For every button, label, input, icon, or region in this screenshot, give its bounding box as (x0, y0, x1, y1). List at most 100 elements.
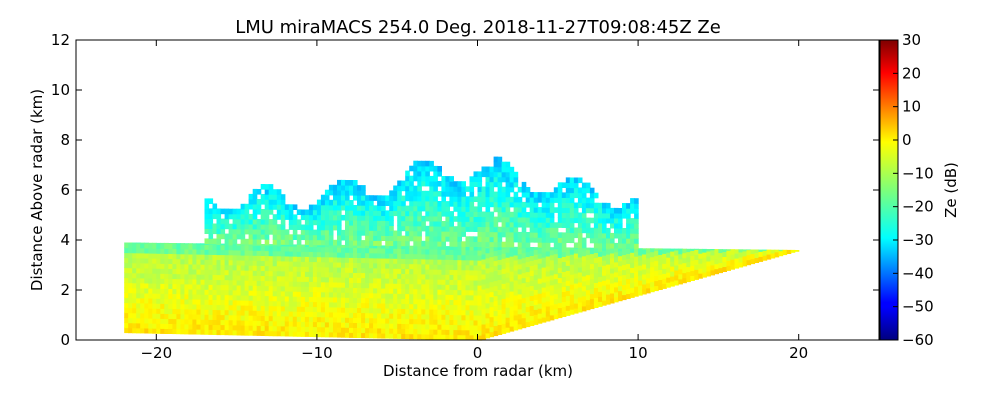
echo-cell (252, 295, 258, 301)
echo-cell (497, 226, 503, 233)
echo-cell (220, 208, 226, 215)
echo-cell (389, 278, 394, 284)
echo-cell (188, 263, 193, 270)
echo-cell (405, 220, 410, 227)
echo-cell (614, 247, 619, 253)
echo-cell (485, 282, 491, 289)
echo-cell (425, 165, 430, 172)
echo-cell (345, 292, 350, 298)
echo-cell (144, 287, 149, 294)
echo-cell (485, 322, 491, 329)
echo-cell (521, 322, 527, 329)
echo-cell (465, 269, 471, 276)
echo-cell (521, 282, 527, 289)
echo-cell (537, 192, 543, 198)
echo-cell (413, 318, 418, 325)
echo-cell (232, 309, 238, 316)
echo-cell (489, 331, 495, 338)
echo-cell (172, 318, 177, 325)
echo-cell (602, 265, 607, 271)
echo-cell (441, 231, 446, 237)
echo-cell (505, 216, 511, 223)
echo-cell (304, 214, 310, 221)
echo-cell (288, 214, 294, 220)
echo-cell (328, 306, 334, 313)
echo-cell (296, 246, 302, 252)
echo-cell (240, 305, 246, 311)
echo-cell (441, 284, 446, 290)
echo-cell (417, 283, 422, 290)
echo-cell (630, 228, 635, 234)
echo-cell (312, 321, 318, 328)
echo-cell (320, 276, 326, 283)
echo-cell (365, 307, 370, 314)
echo-cell (409, 273, 414, 280)
echo-cell (537, 253, 543, 259)
echo-cell (164, 273, 169, 279)
echo-cell (216, 254, 222, 261)
echo-cell (421, 258, 426, 265)
echo-cell (264, 260, 270, 267)
echo-cell (517, 258, 523, 265)
echo-cell (642, 258, 647, 265)
echo-cell (373, 302, 378, 309)
echo-cell (168, 318, 173, 324)
echo-cell (413, 225, 418, 232)
echo-cell (369, 205, 374, 211)
echo-cell (128, 307, 133, 314)
echo-cell (509, 216, 515, 223)
echo-cell (369, 262, 374, 269)
echo-cell (433, 334, 438, 340)
echo-cell (469, 304, 475, 311)
echo-cell (513, 319, 519, 326)
echo-cell (549, 294, 555, 301)
echo-cell (349, 267, 354, 273)
echo-cell (393, 248, 398, 254)
echo-cell (328, 184, 334, 191)
echo-cell (401, 313, 406, 319)
echo-cell (389, 205, 394, 211)
echo-cell (634, 203, 639, 209)
echo-cell (417, 273, 422, 280)
echo-cell (497, 216, 503, 223)
echo-cell (180, 273, 185, 280)
echo-cell (276, 265, 282, 272)
echo-cell (501, 268, 507, 274)
echo-cell (417, 230, 422, 237)
echo-cell (413, 308, 418, 315)
echo-cell (156, 313, 161, 319)
echo-cell (224, 244, 230, 251)
echo-cell (208, 304, 214, 310)
echo-cell (469, 309, 475, 316)
echo-cell (132, 292, 137, 299)
echo-cell (493, 201, 499, 208)
echo-cell (316, 326, 322, 333)
echo-cell (457, 319, 462, 326)
echo-cell (425, 303, 430, 310)
echo-cell (284, 310, 290, 317)
echo-cell (288, 209, 294, 215)
echo-cell (674, 248, 679, 251)
echo-cell (288, 251, 294, 257)
echo-cell (144, 282, 149, 289)
echo-cell (268, 189, 274, 195)
echo-cell (156, 298, 161, 304)
echo-cell (453, 329, 458, 336)
echo-cell (473, 289, 479, 296)
echo-cell (525, 296, 531, 303)
echo-cell (397, 240, 402, 247)
echo-cell (232, 238, 238, 245)
echo-cell (694, 249, 699, 255)
echo-cell (493, 290, 499, 297)
echo-cell (144, 247, 149, 254)
echo-cell (300, 234, 306, 241)
echo-cell (381, 288, 386, 294)
echo-cell (324, 311, 330, 318)
echo-cell (437, 269, 442, 275)
echo-cell (493, 196, 499, 203)
echo-cell (401, 195, 406, 202)
echo-cell (124, 257, 129, 264)
echo-cell (589, 247, 595, 250)
echo-cell (581, 227, 587, 234)
echo-cell (337, 287, 342, 293)
